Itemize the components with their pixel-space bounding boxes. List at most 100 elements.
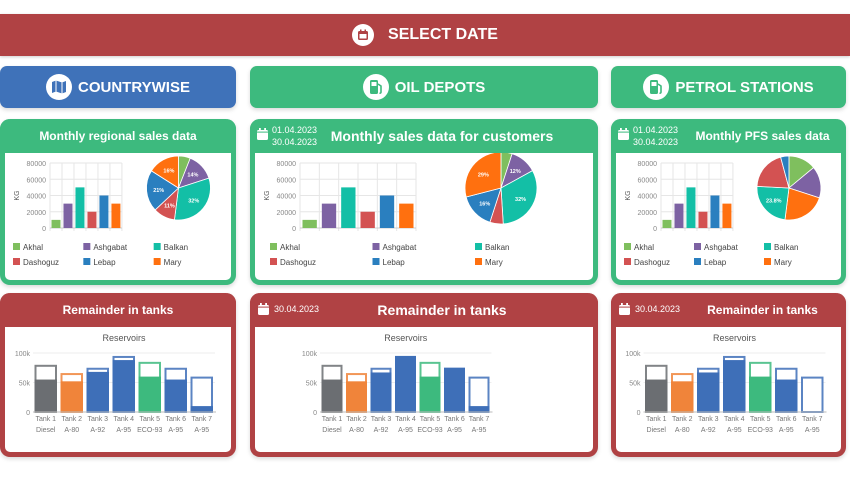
x-tick-fuel: Diesel <box>36 427 56 434</box>
x-tick-fuel: A-95 <box>779 427 794 434</box>
tank-level-4 <box>112 360 135 412</box>
y-tick-label: 80000 <box>638 161 658 168</box>
legend-swatch <box>153 258 161 265</box>
legend-item: Balkan <box>164 243 188 252</box>
legend-swatch <box>694 243 701 250</box>
legend-item: Akhal <box>23 243 43 252</box>
sales-card-title: Monthly PFS sales data <box>695 129 830 143</box>
sales-chart: 0 20000 40000 60000 80000 KG 14% 32% 11% 21% 16% Ak… <box>13 155 211 267</box>
pie-label: 14% <box>187 172 198 178</box>
x-tick-fuel: A-95 <box>805 427 820 434</box>
date-range[interactable]: 01.04.2023 30.04.2023 <box>272 124 317 148</box>
tanks-card: 30.04.2023 Remainder in tanks Reservoirs 0 5… <box>250 293 598 457</box>
date-range[interactable]: 01.04.2023 30.04.2023 <box>633 124 678 148</box>
x-tick-fuel: A-95 <box>398 427 413 434</box>
bar-lebap <box>710 195 720 228</box>
x-tick-fuel: Diesel <box>322 427 342 434</box>
select-date-button[interactable]: SELECT DATE <box>0 14 850 56</box>
legend-swatch <box>694 258 701 265</box>
x-tick-fuel: A-95 <box>472 427 487 434</box>
chart-title: Reservoirs <box>384 333 428 343</box>
calendar-icon[interactable] <box>618 128 629 140</box>
tanks-date[interactable]: 30.04.2023 <box>635 304 681 314</box>
legend-swatch <box>475 258 482 265</box>
tanks-card-header: 30.04.2023 Remainder in tanks <box>250 293 598 327</box>
y-tick-label: 50k <box>629 381 641 388</box>
tanks-card-title: Remainder in tanks <box>707 303 818 317</box>
sales-chart: 0 20000 40000 60000 80000 KG 12% 32% 16% 29% Akhal… <box>264 153 538 267</box>
pie-label: 32% <box>188 199 199 205</box>
bar-balkan <box>341 187 356 228</box>
pie-slice-mary <box>150 155 179 189</box>
column-countrywise: COUNTRYWISE Monthly regional sales data 0 2… <box>0 0 236 480</box>
legend-item: Akhal <box>634 243 654 252</box>
tank-level-3 <box>697 372 720 412</box>
fuel-pump-icon <box>643 74 670 100</box>
tank-level-1 <box>645 379 668 412</box>
bar-lebap <box>99 195 109 228</box>
tank-level-7 <box>468 406 490 412</box>
pie-label: 16% <box>479 201 490 207</box>
y-tick-label: 80000 <box>277 161 297 168</box>
tanks-card: Remainder in tanks Reservoirs 0 50k 100k Tank… <box>0 293 236 457</box>
x-tick-fuel: A-92 <box>701 427 716 434</box>
bar-dashoguz <box>698 211 708 228</box>
pie-slice-lebap <box>146 170 180 211</box>
x-tick-fuel: ECO-93 <box>137 427 162 434</box>
tank-level-4 <box>723 360 746 412</box>
sales-card-title: Monthly regional sales data <box>39 129 197 143</box>
select-date-label: SELECT DATE <box>388 26 498 43</box>
pie-label: 12% <box>510 169 521 175</box>
calendar-icon <box>352 24 375 46</box>
y-tick-label: 60000 <box>277 177 297 184</box>
x-tick-label: Tank 7 <box>191 416 212 423</box>
pie-slice-balkan <box>500 170 538 225</box>
x-tick-fuel: ECO-93 <box>748 427 773 434</box>
date-to: 30.04.2023 <box>633 137 679 147</box>
y-tick-label: 50k <box>19 381 31 388</box>
x-tick-fuel: A-95 <box>447 427 462 434</box>
calendar-icon[interactable] <box>619 303 630 315</box>
bar-akhal <box>51 219 61 228</box>
x-tick-label: Tank 3 <box>87 416 108 423</box>
date-from: 01.04.2023 <box>633 125 679 135</box>
y-tick-label: 40000 <box>27 194 47 201</box>
column-petrol-stations: PETROL STATIONS 01.04.2023 30.04.2023 Month… <box>611 0 846 480</box>
y-tick-label: 20000 <box>277 210 297 217</box>
date-from: 01.04.2023 <box>272 125 318 135</box>
x-tick-label: Tank 1 <box>646 416 667 423</box>
y-tick-label: 40000 <box>638 194 658 201</box>
tank-level-2 <box>60 381 83 412</box>
x-tick-label: Tank 3 <box>371 416 392 423</box>
tanks-date[interactable]: 30.04.2023 <box>274 304 320 314</box>
y-tick-label: 50k <box>306 381 318 388</box>
y-tick-label: 0 <box>292 226 296 233</box>
legend-swatch <box>764 243 771 250</box>
x-tick-fuel: A-80 <box>64 427 79 434</box>
x-tick-label: Tank 4 <box>113 416 134 423</box>
tank-level-2 <box>671 381 694 412</box>
x-tick-label: Tank 4 <box>395 416 416 423</box>
nav-button-oil-depots[interactable]: OIL DEPOTS <box>250 66 598 108</box>
calendar-icon[interactable] <box>258 303 269 315</box>
x-tick-label: Tank 1 <box>35 416 56 423</box>
x-tick-fuel: A-95 <box>727 427 742 434</box>
sales-card-header: 01.04.2023 30.04.2023 Monthly PFS sales da… <box>611 119 846 153</box>
bar-balkan <box>686 187 696 228</box>
tank-level-6 <box>164 379 187 412</box>
fuel-pump-icon <box>362 74 389 100</box>
x-tick-fuel: A-95 <box>194 427 209 434</box>
legend-item: Mary <box>485 258 503 267</box>
tank-level-5 <box>419 376 441 412</box>
x-tick-fuel: A-95 <box>116 427 131 434</box>
y-tick-label: 0 <box>653 226 657 233</box>
tank-level-6 <box>775 379 798 412</box>
nav-button-petrol-stations[interactable]: PETROL STATIONS <box>611 66 846 108</box>
y-tick-label: 0 <box>313 410 317 417</box>
bar-ashgabat <box>321 203 337 228</box>
x-tick-fuel: ECO-93 <box>417 427 442 434</box>
calendar-icon[interactable] <box>257 128 268 140</box>
nav-button-countrywise[interactable]: COUNTRYWISE <box>0 66 236 108</box>
tank-level-3 <box>86 371 109 412</box>
pie-label: 32% <box>515 197 526 203</box>
